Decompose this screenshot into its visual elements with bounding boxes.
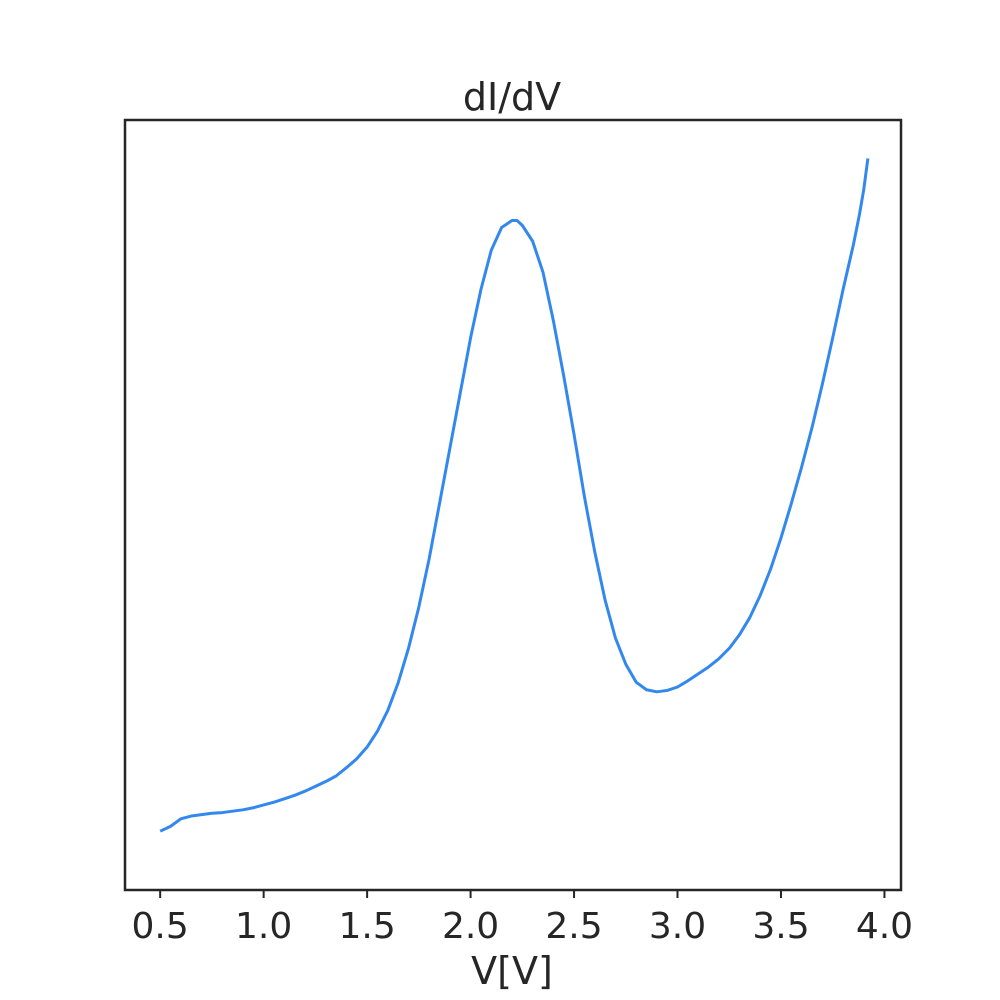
- x-tick-label: 1.0: [235, 906, 292, 947]
- x-tick-label: 4.0: [856, 906, 913, 947]
- chart-title: dI/dV: [463, 75, 561, 119]
- x-tick-label: 3.5: [752, 906, 809, 947]
- series-line-0: [159, 158, 870, 833]
- plot-frame: [123, 118, 903, 892]
- x-tick-label: 1.5: [338, 906, 395, 947]
- x-tick-label: 3.0: [649, 906, 706, 947]
- x-axis-ticks: 0.5 1.0 1.5 2.0 2.5 3.0 3.5 4.0: [132, 890, 913, 947]
- x-tick-label: 2.0: [442, 906, 499, 947]
- x-tick-label: 2.5: [545, 906, 602, 947]
- x-axis-label: V[V]: [471, 949, 553, 993]
- x-tick-label: 0.5: [132, 906, 189, 947]
- plot-area: [159, 158, 870, 833]
